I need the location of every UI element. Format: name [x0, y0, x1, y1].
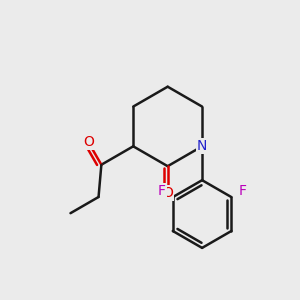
- Text: F: F: [238, 184, 246, 198]
- Text: N: N: [197, 139, 207, 153]
- Text: F: F: [158, 184, 166, 198]
- Text: O: O: [83, 135, 94, 149]
- Text: O: O: [162, 186, 173, 200]
